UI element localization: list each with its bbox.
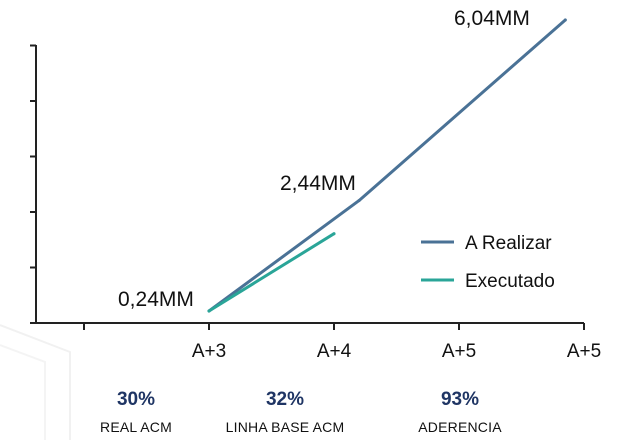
series-line-executado bbox=[207, 232, 336, 313]
kpi-real-acm: 30% REAL ACM bbox=[66, 388, 206, 435]
series-point bbox=[332, 232, 336, 236]
kpi-value: 30% bbox=[116, 389, 156, 410]
legend-label-executado: Executado bbox=[465, 271, 555, 292]
series-line-a-realizar bbox=[207, 18, 567, 313]
x-tick-label: A+5 bbox=[442, 341, 476, 362]
series-lines bbox=[207, 18, 567, 313]
kpi-label: ADERENCIA bbox=[418, 419, 502, 435]
kpi-linha-base-acm: 32% LINHA BASE ACM bbox=[215, 388, 355, 435]
kpi-value: 93% bbox=[440, 389, 480, 410]
y-axis bbox=[30, 44, 37, 324]
x-tick-label: A+5 bbox=[567, 341, 601, 362]
kpi-aderencia: 93% ADERENCIA bbox=[390, 388, 530, 435]
x-tick-label: A+3 bbox=[192, 341, 226, 362]
data-label-start: 0,24MM bbox=[118, 288, 194, 311]
legend-label-a-realizar: A Realizar bbox=[465, 233, 552, 254]
kpi-label: LINHA BASE ACM bbox=[225, 419, 345, 435]
kpi-label: REAL ACM bbox=[100, 419, 172, 435]
series-point bbox=[207, 309, 211, 313]
legend: A Realizar Executado bbox=[421, 233, 555, 292]
data-labels: 0,24MM 2,44MM 6,04MM bbox=[118, 7, 530, 311]
series-point bbox=[563, 18, 567, 22]
data-label-end: 6,04MM bbox=[454, 7, 530, 30]
series-point bbox=[357, 199, 361, 203]
kpi-value: 32% bbox=[265, 389, 305, 410]
x-tick-label: A+4 bbox=[317, 341, 352, 362]
data-label-mid: 2,44MM bbox=[280, 172, 356, 195]
x-axis: A+3 A+4 A+5 A+5 bbox=[36, 322, 601, 362]
